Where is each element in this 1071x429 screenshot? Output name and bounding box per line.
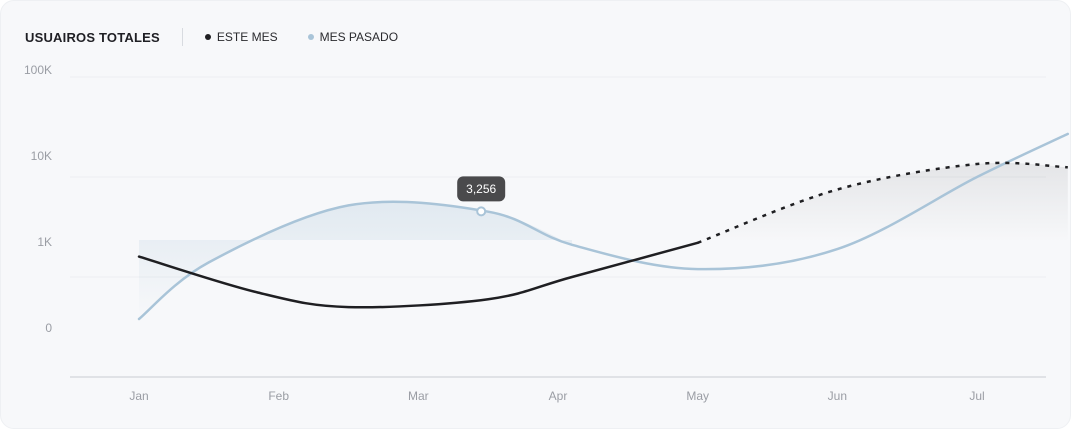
x-tick-label: Jan [129, 389, 148, 403]
series-line-este-mes[interactable] [137, 241, 699, 309]
x-tick-label: Jun [828, 389, 847, 403]
chart-header: USUAIROS TOTALES ESTE MES MES PASADO [25, 28, 428, 46]
x-tick-label: Apr [549, 389, 568, 403]
x-tick-label: Feb [268, 389, 289, 403]
tooltip-bubble [457, 176, 506, 202]
y-tick-label: 100K [24, 63, 52, 77]
legend-dot-mes-pasado [307, 34, 314, 40]
series-line-mes-pasado[interactable] [137, 132, 1070, 321]
y-tick-label: 10K [31, 149, 52, 163]
y-tick-label: 1K [37, 235, 52, 249]
y-tick-label: 0 [45, 321, 52, 335]
chart-title: USUAIROS TOTALES [25, 29, 160, 45]
highlight-point[interactable] [476, 206, 487, 217]
header-divider [181, 28, 183, 46]
legend-label-mes-pasado: MES PASADO [319, 30, 399, 44]
x-tick-label: May [686, 389, 709, 403]
legend-label-este-mes: ESTE MES [216, 30, 278, 44]
legend-item-este-mes[interactable]: ESTE MES [204, 30, 278, 44]
legend-item-mes-pasado[interactable]: MES PASADO [307, 30, 399, 44]
series-area-mes-pasado [139, 201, 572, 319]
series-area-este-mes-projection [697, 162, 1068, 243]
legend-dot-este-mes [204, 34, 211, 40]
x-tick-label: Mar [408, 389, 429, 403]
tooltip-label: 3,256 [466, 182, 496, 196]
x-tick-label: Jul [969, 389, 984, 403]
